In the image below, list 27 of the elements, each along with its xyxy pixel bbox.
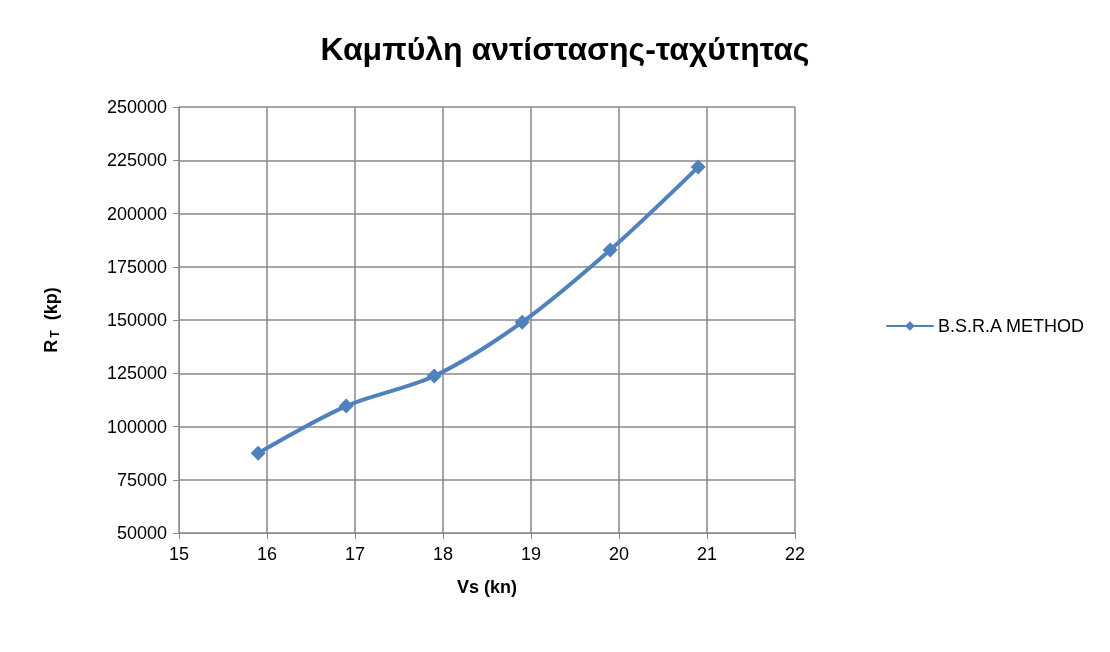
x-axis-title: Vs (kn): [456, 577, 518, 597]
x-tick-label: 20: [608, 544, 630, 564]
chart-title: Καμπύλη αντίστασης-ταχύτητας: [320, 31, 810, 67]
legend-label: B.S.R.A METHOD: [937, 316, 1085, 336]
point: [338, 398, 354, 414]
point: [250, 445, 266, 461]
y-tick-label: 175000: [106, 256, 167, 277]
x-tick-label: 22: [784, 544, 806, 564]
y-axis-title: RT (kp): [41, 287, 62, 353]
y-tick-label: 50000: [116, 523, 167, 543]
x-tick-label: 17: [344, 544, 366, 564]
x-tick-label: 16: [256, 544, 278, 564]
x-tick-label: 19: [520, 544, 542, 564]
x-tick-label: 15: [168, 544, 190, 564]
y-tick-label: 200000: [106, 203, 167, 224]
y-tick-label: 125000: [106, 363, 167, 384]
point: [690, 159, 706, 175]
y-tick-label: 150000: [106, 310, 167, 330]
y-tick-label: 250000: [106, 97, 167, 117]
y-tick-label: 75000: [116, 469, 167, 490]
y-tick-label: 225000: [106, 150, 167, 171]
x-tick-label: 18: [432, 544, 454, 564]
y-tick-label: 100000: [106, 416, 167, 437]
x-tick-label: 21: [696, 544, 718, 564]
point: [514, 314, 530, 330]
point: [426, 368, 442, 384]
point: [602, 242, 618, 258]
